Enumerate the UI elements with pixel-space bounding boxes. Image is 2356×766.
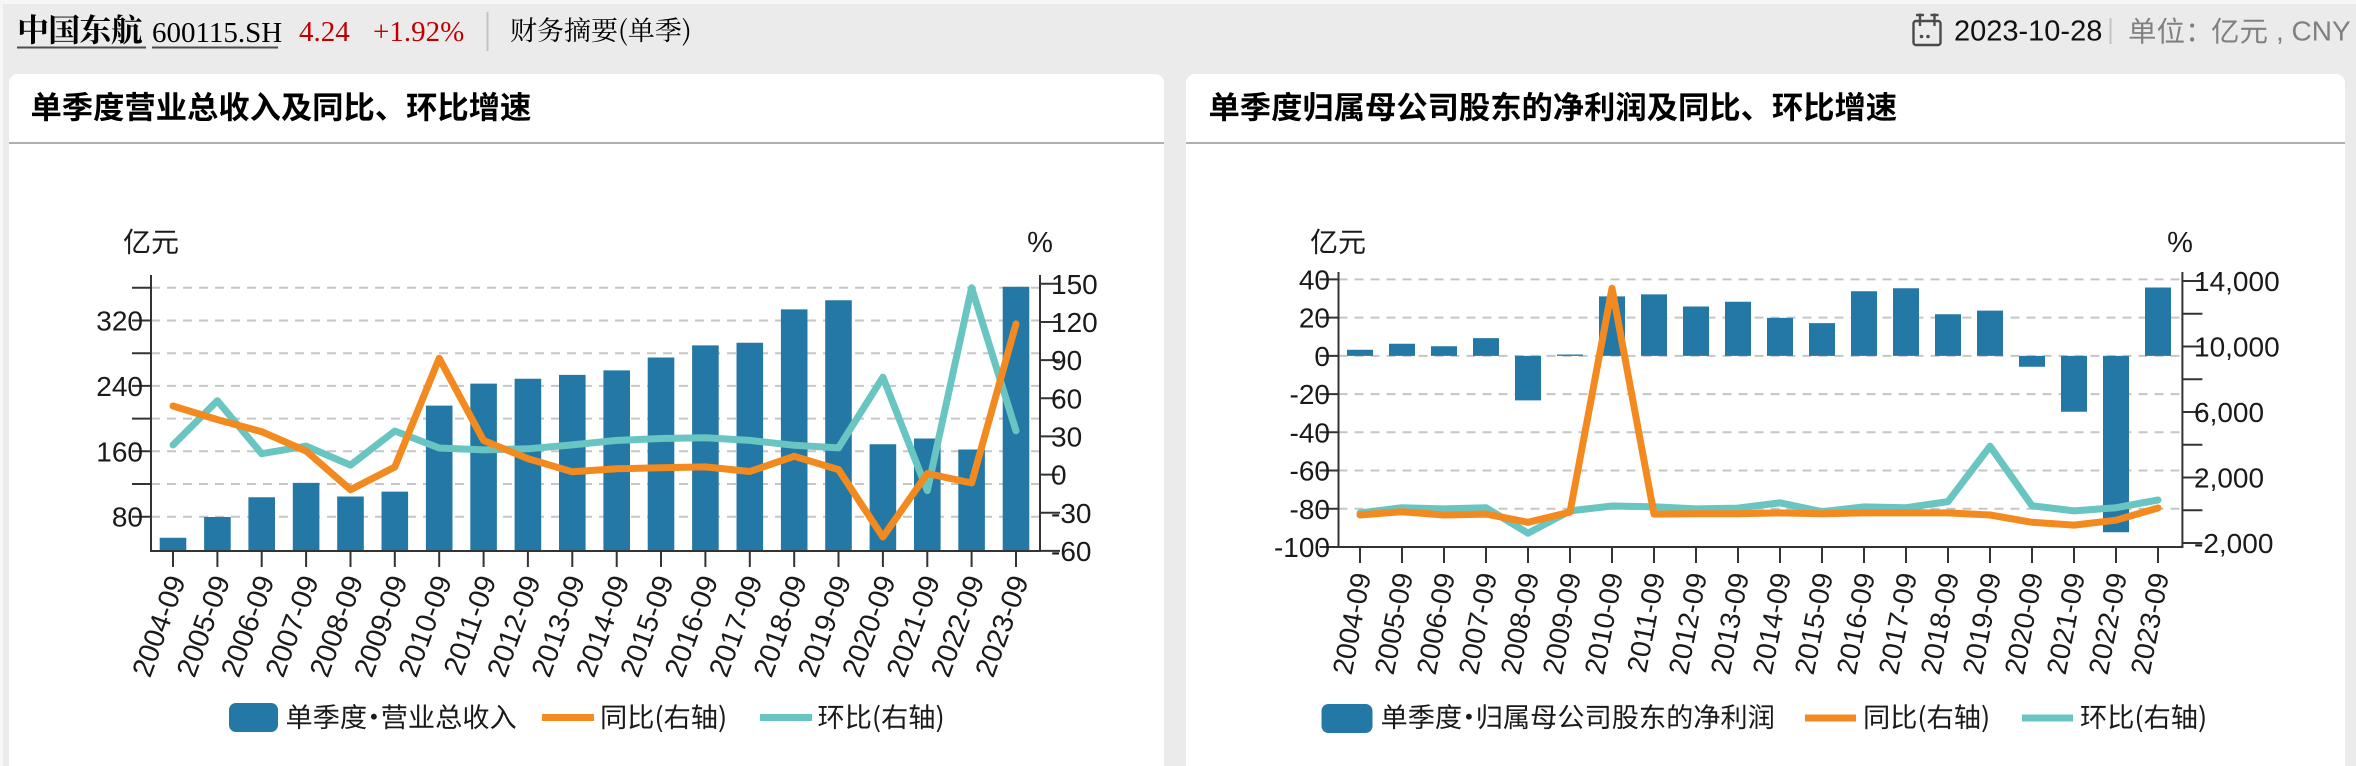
svg-text:2023-10-28: 2023-10-28 [1954, 16, 2102, 48]
svg-text:-40: -40 [1290, 417, 1330, 448]
svg-text:-80: -80 [1290, 494, 1330, 525]
svg-text:10,000: 10,000 [2194, 332, 2280, 363]
svg-text:320: 320 [96, 306, 143, 337]
svg-text:%: % [1027, 227, 1053, 259]
svg-text:600115.SH: 600115.SH [152, 17, 282, 49]
svg-text:-60: -60 [1290, 456, 1330, 487]
svg-text:-2,000: -2,000 [2194, 528, 2273, 559]
svg-text:+1.92%: +1.92% [373, 16, 464, 48]
svg-text:14,000: 14,000 [2194, 266, 2280, 297]
svg-text:-100: -100 [1274, 532, 1330, 563]
svg-text:90: 90 [1051, 345, 1082, 376]
svg-text:150: 150 [1051, 269, 1098, 300]
svg-text:-20: -20 [1290, 379, 1330, 410]
svg-text:4.24: 4.24 [299, 16, 350, 48]
svg-text:30: 30 [1051, 421, 1082, 452]
svg-text:160: 160 [96, 436, 143, 467]
svg-text:80: 80 [112, 502, 143, 533]
svg-text:2,000: 2,000 [2194, 463, 2264, 494]
svg-text:-30: -30 [1051, 498, 1091, 529]
svg-text:120: 120 [1051, 307, 1098, 338]
svg-text:6,000: 6,000 [2194, 397, 2264, 428]
svg-text:, CNY: , CNY [2276, 16, 2351, 47]
svg-text:%: % [2167, 227, 2193, 259]
svg-text:60: 60 [1051, 383, 1082, 414]
svg-text:-60: -60 [1051, 536, 1091, 567]
svg-text:40: 40 [1299, 264, 1330, 295]
svg-text:0: 0 [1314, 341, 1330, 372]
svg-text:20: 20 [1299, 303, 1330, 334]
svg-text:240: 240 [96, 371, 143, 402]
svg-text:0: 0 [1051, 460, 1067, 491]
